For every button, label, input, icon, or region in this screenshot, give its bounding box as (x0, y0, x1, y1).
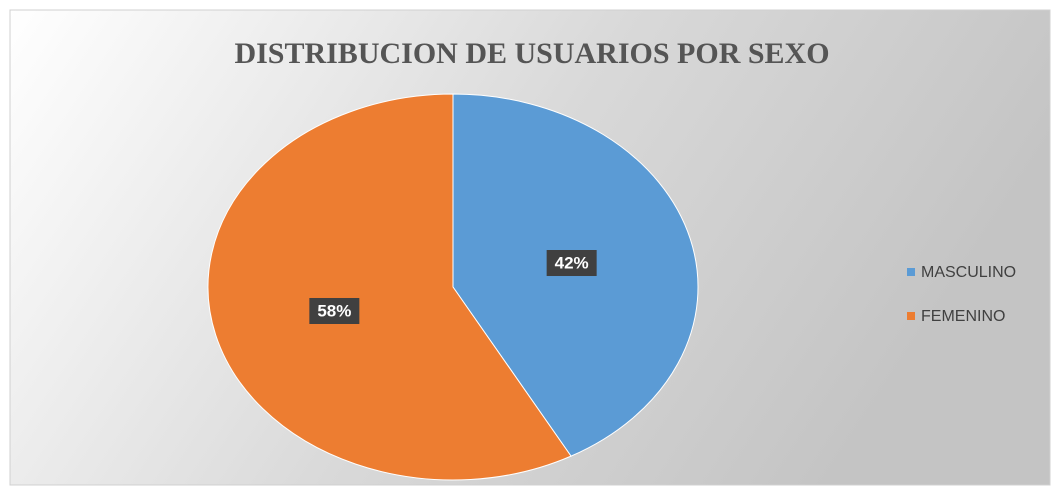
pie-slice (207, 93, 572, 481)
data-label: 42% (555, 253, 589, 272)
legend-label: MASCULINO (921, 264, 1016, 281)
legend-swatch (907, 312, 915, 320)
data-label-box (309, 297, 360, 324)
legend-label: FEMENINO (921, 308, 1005, 325)
legend-swatch (907, 268, 915, 276)
data-label-box (546, 250, 597, 277)
data-label: 58% (317, 301, 351, 320)
chart-title: DISTRIBUCION DE USUARIOS POR SEXO (234, 37, 829, 70)
